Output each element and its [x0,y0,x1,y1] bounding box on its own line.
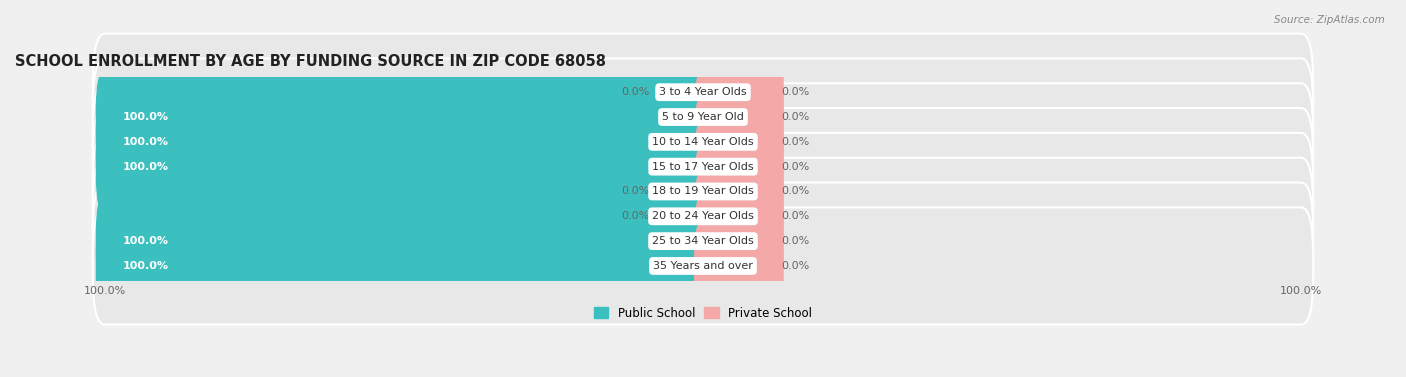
FancyBboxPatch shape [695,71,783,163]
Text: 0.0%: 0.0% [621,87,650,97]
FancyBboxPatch shape [695,170,783,262]
FancyBboxPatch shape [93,158,1313,275]
Text: 35 Years and over: 35 Years and over [652,261,754,271]
FancyBboxPatch shape [647,46,711,138]
FancyBboxPatch shape [93,207,1313,325]
FancyBboxPatch shape [96,220,711,312]
Text: 0.0%: 0.0% [780,211,808,221]
FancyBboxPatch shape [93,83,1313,201]
Text: 20 to 24 Year Olds: 20 to 24 Year Olds [652,211,754,221]
FancyBboxPatch shape [695,195,783,287]
FancyBboxPatch shape [695,46,783,138]
Text: 100.0%: 100.0% [122,137,169,147]
FancyBboxPatch shape [93,108,1313,225]
Text: 5 to 9 Year Old: 5 to 9 Year Old [662,112,744,122]
Text: Source: ZipAtlas.com: Source: ZipAtlas.com [1274,15,1385,25]
FancyBboxPatch shape [695,145,783,238]
Text: 15 to 17 Year Olds: 15 to 17 Year Olds [652,162,754,172]
Text: 0.0%: 0.0% [780,261,808,271]
FancyBboxPatch shape [647,145,711,238]
Text: 100.0%: 100.0% [122,112,169,122]
Legend: Public School, Private School: Public School, Private School [593,307,813,320]
FancyBboxPatch shape [96,96,711,188]
FancyBboxPatch shape [96,121,711,213]
Text: 25 to 34 Year Olds: 25 to 34 Year Olds [652,236,754,246]
FancyBboxPatch shape [93,182,1313,300]
Text: 0.0%: 0.0% [780,87,808,97]
Text: 0.0%: 0.0% [621,187,650,196]
FancyBboxPatch shape [93,58,1313,176]
Text: 0.0%: 0.0% [780,236,808,246]
Text: 100.0%: 100.0% [122,162,169,172]
Text: 0.0%: 0.0% [780,162,808,172]
FancyBboxPatch shape [695,96,783,188]
FancyBboxPatch shape [96,195,711,287]
Text: 3 to 4 Year Olds: 3 to 4 Year Olds [659,87,747,97]
Text: 10 to 14 Year Olds: 10 to 14 Year Olds [652,137,754,147]
FancyBboxPatch shape [695,220,783,312]
FancyBboxPatch shape [96,71,711,163]
Text: 0.0%: 0.0% [780,187,808,196]
Text: 0.0%: 0.0% [780,112,808,122]
FancyBboxPatch shape [647,170,711,262]
Text: 100.0%: 100.0% [122,261,169,271]
Text: 0.0%: 0.0% [780,137,808,147]
FancyBboxPatch shape [93,133,1313,250]
Text: 100.0%: 100.0% [122,236,169,246]
Text: 0.0%: 0.0% [621,211,650,221]
Text: SCHOOL ENROLLMENT BY AGE BY FUNDING SOURCE IN ZIP CODE 68058: SCHOOL ENROLLMENT BY AGE BY FUNDING SOUR… [15,54,606,69]
FancyBboxPatch shape [695,121,783,213]
Text: 18 to 19 Year Olds: 18 to 19 Year Olds [652,187,754,196]
FancyBboxPatch shape [93,34,1313,151]
